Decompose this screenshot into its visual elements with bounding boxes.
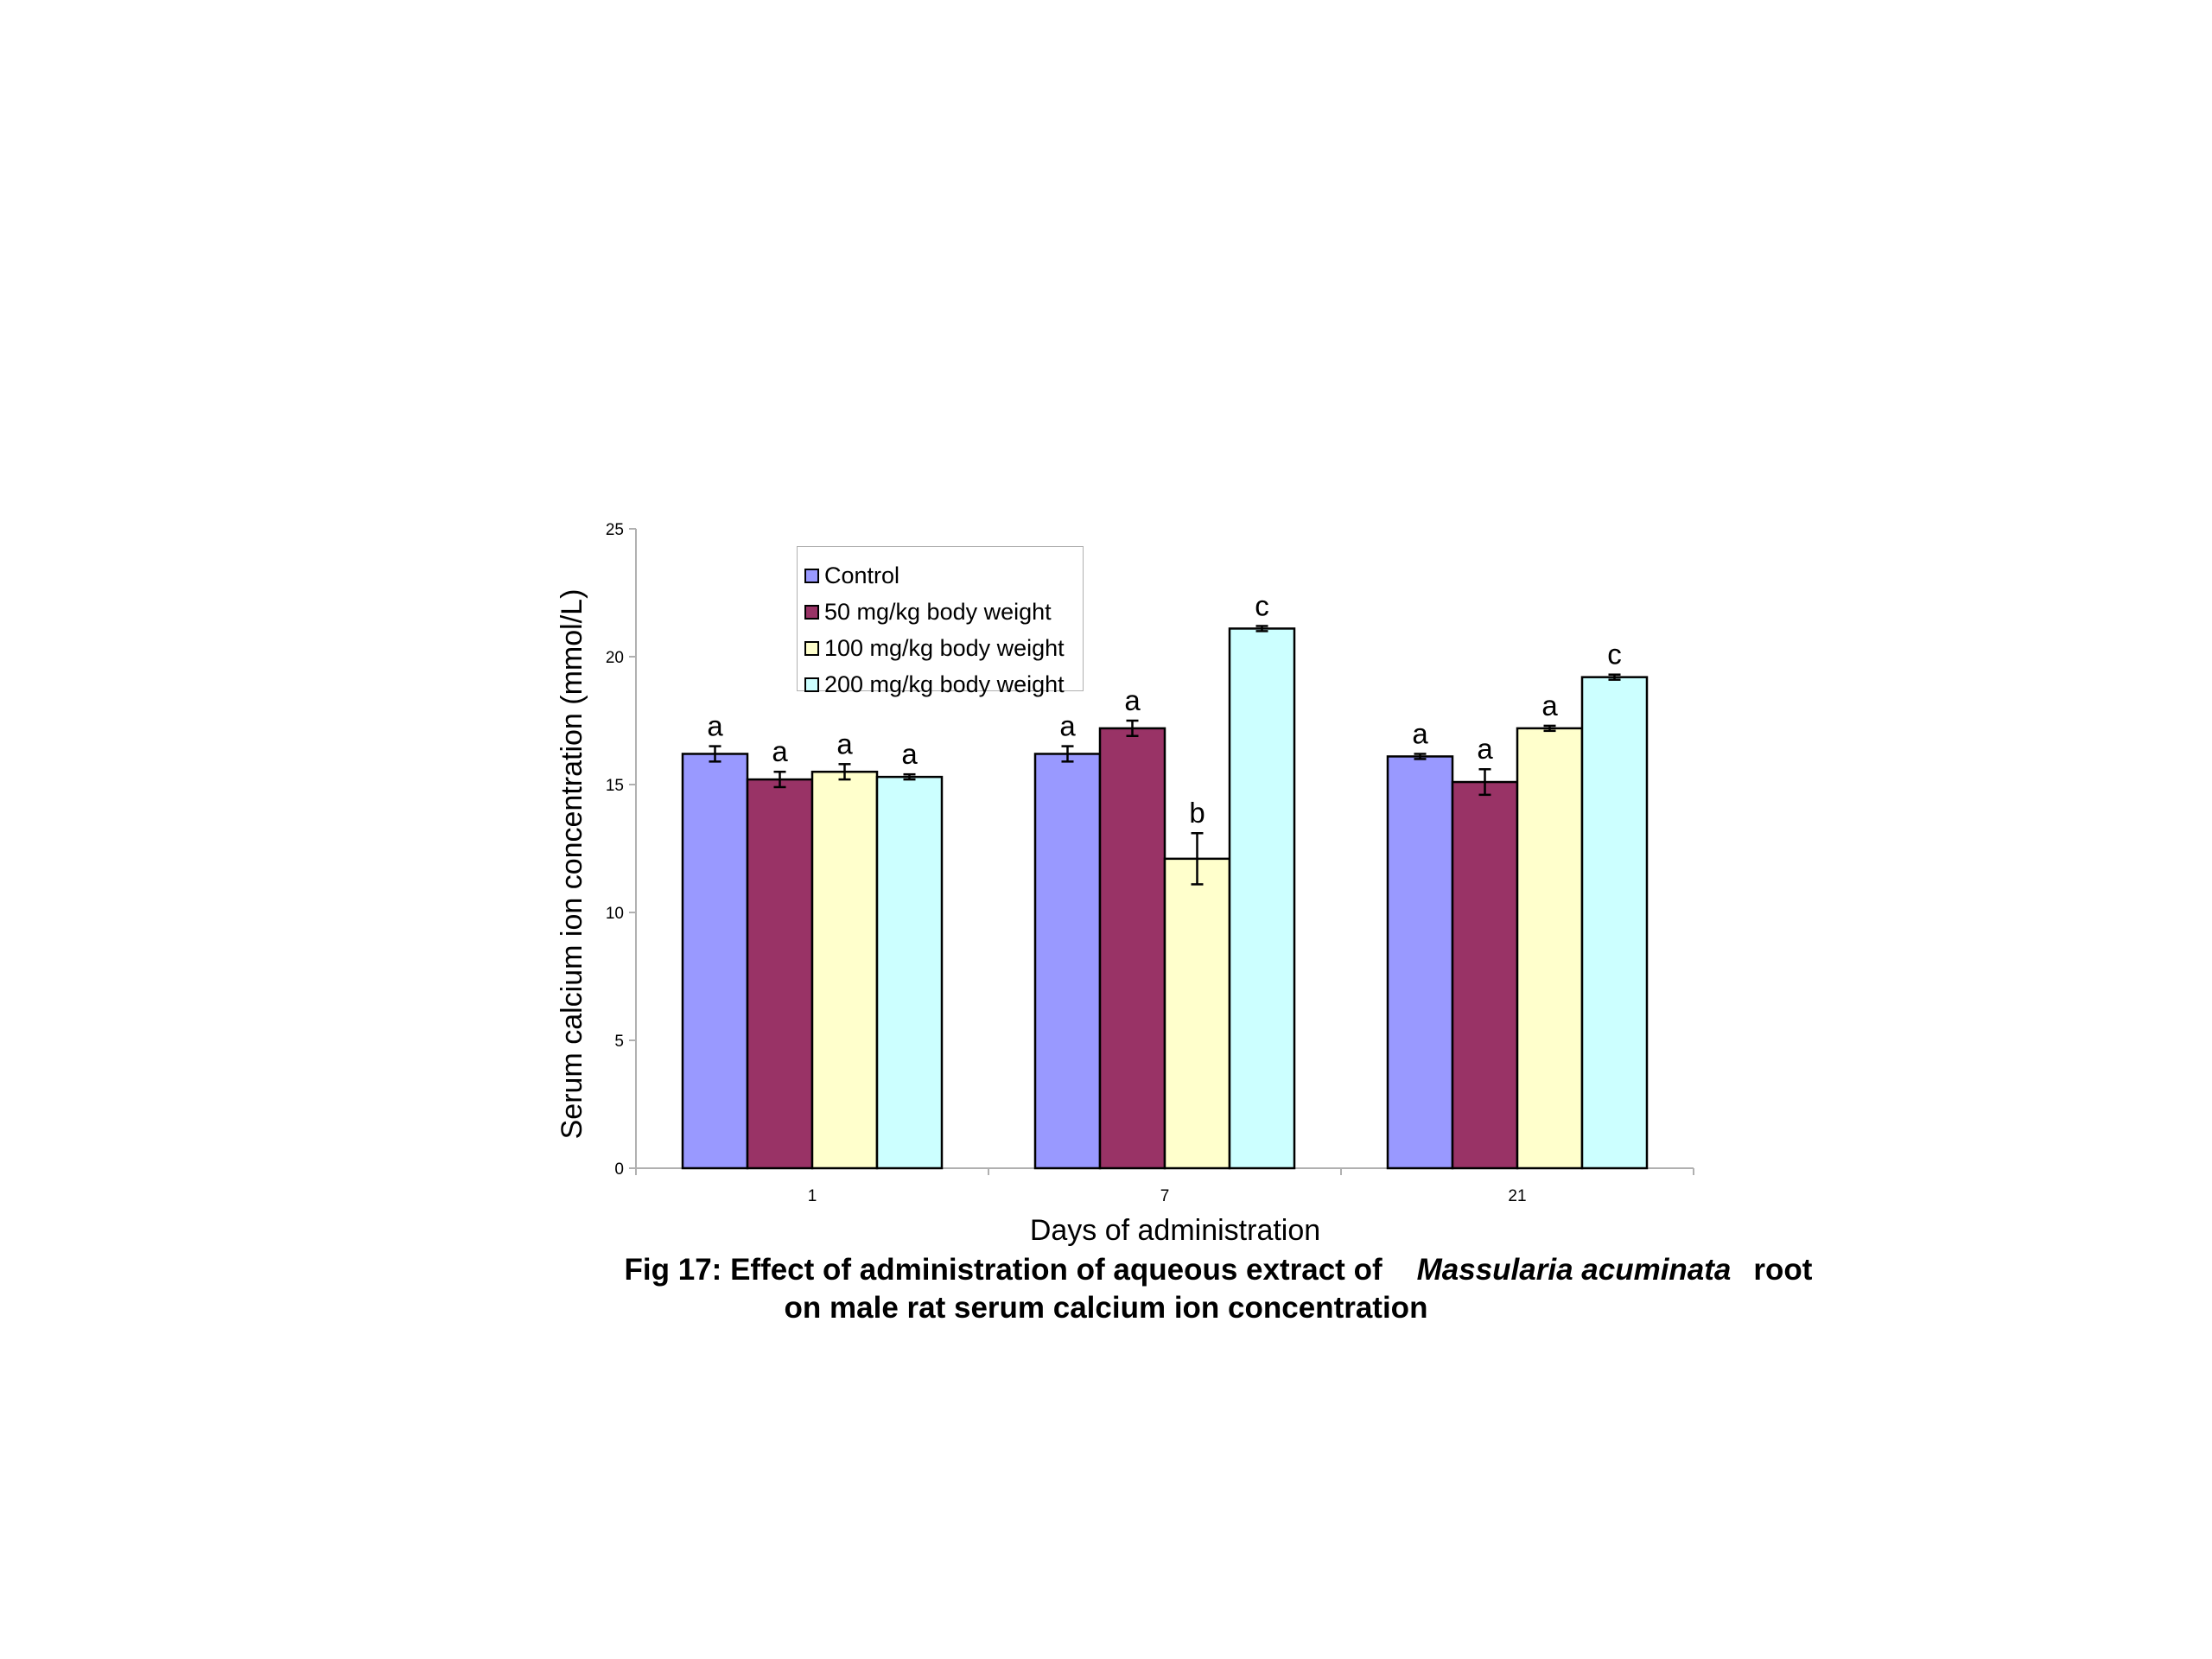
bar bbox=[1516, 727, 1584, 1170]
legend: Control 50 mg/kg body weight 100 mg/kg bod… bbox=[797, 546, 1084, 697]
bar bbox=[1386, 755, 1454, 1170]
significance-letter: c bbox=[1255, 589, 1269, 621]
legend-swatch bbox=[804, 604, 819, 620]
labels: 1 a a a a 7 a a b c 21 a a a c bbox=[707, 589, 1621, 1205]
y-tick-label: 10 bbox=[606, 905, 624, 923]
y-tick-label: 0 bbox=[614, 1160, 624, 1179]
significance-letter: a bbox=[1124, 684, 1141, 716]
bar bbox=[1163, 857, 1231, 1170]
y-tick-label: 20 bbox=[606, 649, 624, 667]
significance-letter: b bbox=[1189, 797, 1205, 829]
legend-label: Control bbox=[824, 562, 900, 588]
legend-label: 100 mg/kg body weight bbox=[824, 634, 1065, 661]
legend-swatch bbox=[804, 677, 819, 692]
bar bbox=[1451, 780, 1519, 1170]
x-tick-label: 7 bbox=[1160, 1187, 1170, 1205]
bar bbox=[1033, 753, 1102, 1170]
significance-letter: a bbox=[772, 735, 788, 767]
bars bbox=[681, 625, 1649, 1170]
significance-letter: a bbox=[836, 728, 853, 760]
legend-item: 50 mg/kg body weight bbox=[798, 594, 1083, 630]
significance-letter: a bbox=[1059, 710, 1076, 742]
bar bbox=[1228, 627, 1296, 1170]
x-tick-label: 1 bbox=[808, 1187, 817, 1205]
caption-species: Massularia acuminata bbox=[1416, 1253, 1732, 1287]
bar bbox=[875, 775, 944, 1170]
legend-label: 50 mg/kg body weight bbox=[824, 598, 1052, 625]
legend-item: Control bbox=[798, 557, 1083, 594]
significance-letter: a bbox=[1541, 690, 1558, 721]
bar bbox=[1580, 676, 1649, 1170]
bar bbox=[681, 753, 749, 1170]
caption-prefix: Fig 17: Effect of administration of aque… bbox=[624, 1253, 1382, 1287]
figure-caption: Fig 17: Effect of administration of aque… bbox=[0, 1251, 2212, 1327]
significance-letter: c bbox=[1607, 639, 1622, 671]
x-axis-label: Days of administration bbox=[1030, 1214, 1320, 1247]
significance-letter: a bbox=[1412, 717, 1428, 749]
significance-letter: a bbox=[1477, 733, 1493, 765]
y-tick-label: 5 bbox=[614, 1033, 624, 1051]
bar bbox=[1098, 727, 1166, 1170]
legend-label: 200 mg/kg body weight bbox=[824, 671, 1065, 697]
caption-line-2: on male rat serum calcium ion concentrat… bbox=[784, 1291, 1428, 1325]
bar bbox=[810, 770, 879, 1170]
legend-item: 100 mg/kg body weight bbox=[798, 630, 1083, 666]
legend-swatch bbox=[804, 568, 819, 583]
significance-letter: a bbox=[901, 738, 918, 770]
legend-swatch bbox=[804, 640, 819, 656]
y-tick-label: 25 bbox=[606, 521, 624, 539]
bar bbox=[746, 778, 814, 1170]
legend-item: 200 mg/kg body weight bbox=[798, 666, 1083, 702]
y-tick-label: 15 bbox=[606, 777, 624, 795]
caption-suffix: root bbox=[1753, 1253, 1813, 1287]
y-axis-label: Serum calcium ion concentration (mmol/L) bbox=[556, 589, 588, 1140]
x-tick-label: 21 bbox=[1508, 1187, 1526, 1205]
caption-line-1: Fig 17: Effect of administration of aque… bbox=[112, 1251, 2212, 1289]
significance-letter: a bbox=[707, 710, 723, 742]
